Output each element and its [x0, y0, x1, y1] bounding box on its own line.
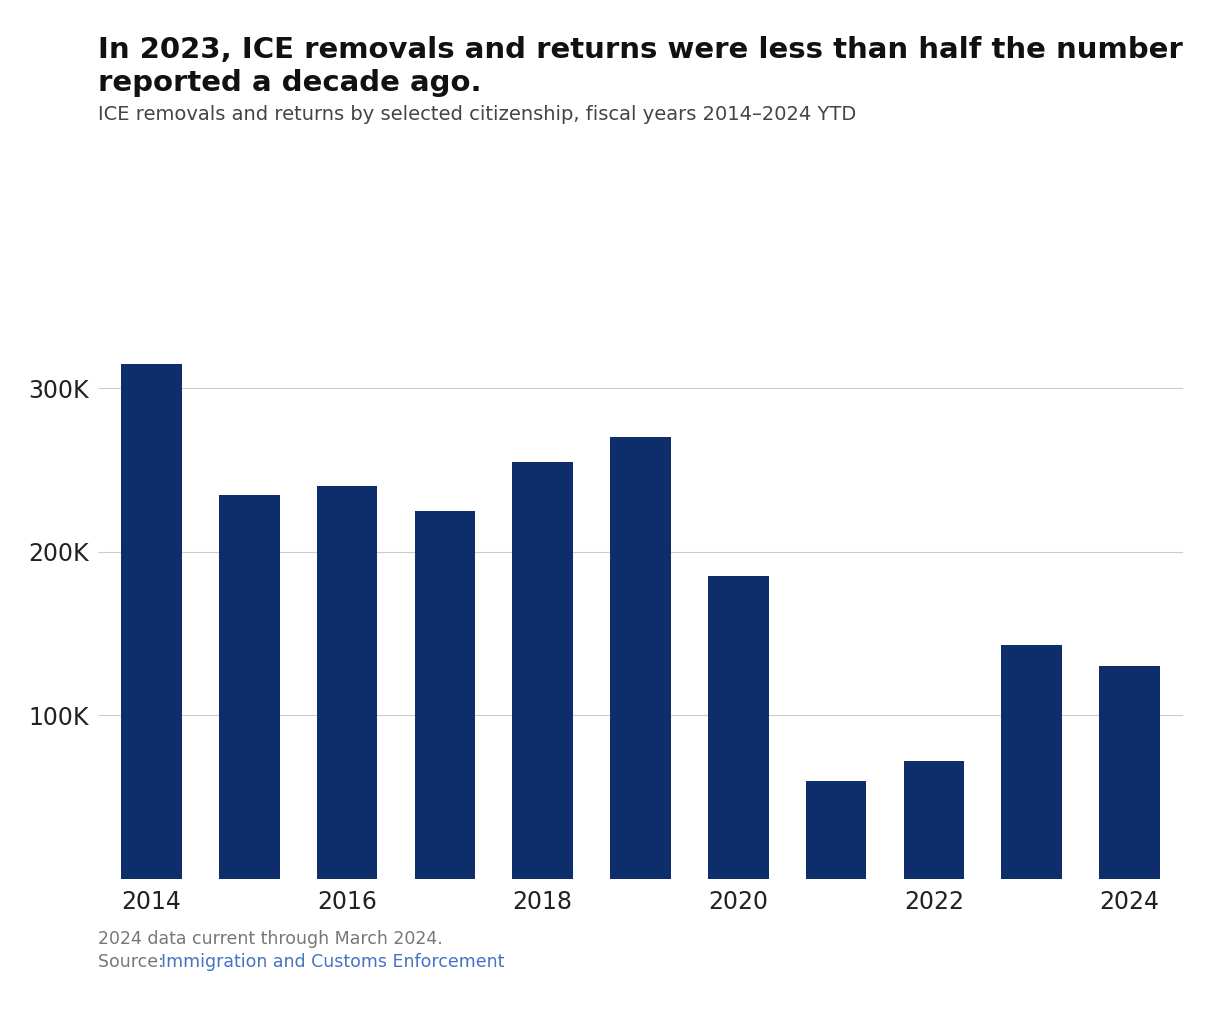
- Text: Source:: Source:: [98, 953, 170, 971]
- Bar: [610, 437, 671, 879]
- Text: Immigration and Customs Enforcement: Immigration and Customs Enforcement: [161, 953, 504, 971]
- Text: 2024 data current through March 2024.: 2024 data current through March 2024.: [98, 930, 443, 948]
- Bar: [1002, 645, 1063, 879]
- Text: In 2023, ICE removals and returns were less than half the number: In 2023, ICE removals and returns were l…: [98, 36, 1182, 63]
- Bar: [904, 761, 964, 879]
- Bar: [121, 364, 182, 879]
- Bar: [415, 511, 475, 879]
- Bar: [512, 462, 573, 879]
- Bar: [218, 495, 279, 879]
- Text: ICE removals and returns by selected citizenship, fiscal years 2014–2024 YTD: ICE removals and returns by selected cit…: [98, 105, 856, 125]
- Bar: [806, 781, 866, 879]
- Bar: [1099, 666, 1160, 879]
- Text: reported a decade ago.: reported a decade ago.: [98, 69, 481, 97]
- Bar: [708, 576, 769, 879]
- Bar: [317, 486, 377, 879]
